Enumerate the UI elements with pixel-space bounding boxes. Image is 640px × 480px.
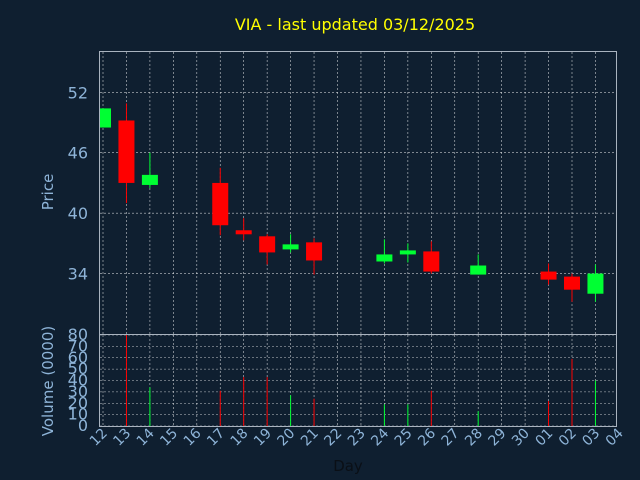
candle-body: [212, 182, 229, 226]
candle-body: [141, 174, 158, 185]
volume-axis-label: Volume (0000): [39, 326, 57, 436]
candle-body: [118, 120, 135, 183]
price-axis-label: Price: [39, 174, 57, 211]
candle-body: [470, 265, 487, 275]
candle-body: [564, 276, 580, 290]
volume-y-tick-label: 0: [78, 416, 88, 435]
candle-body: [587, 273, 604, 294]
volume-y-tick-label: 20: [68, 393, 88, 412]
candle-body: [399, 250, 416, 255]
candle-body: [423, 251, 440, 272]
volume-y-tick-label: 10: [68, 405, 88, 424]
price-y-tick-label: 46: [68, 144, 88, 163]
volume-y-tick-label: 60: [68, 348, 88, 367]
price-y-tick-label: 52: [68, 83, 88, 102]
price-y-ticks: 34 40 46 52: [68, 83, 88, 283]
candle-body: [282, 244, 299, 250]
x-tick-labels: 12 13 14 15 16 17 18 19 20 21 22 23 24 25 26 27 28 29 30 01…: [87, 425, 627, 449]
volume-y-tick-label: 70: [68, 336, 88, 355]
candle-body: [259, 236, 276, 253]
price-y-tick-label: 34: [68, 265, 88, 284]
volume-y-tick-label: 30: [68, 382, 88, 401]
volume-panel-frame: [99, 334, 617, 427]
chart-title: VIA - last updated 03/12/2025: [235, 15, 475, 34]
price-grid: [100, 52, 616, 334]
volume-bars: [125, 335, 596, 426]
candle-body: [376, 254, 393, 262]
volume-y-tick-label: 80: [68, 325, 88, 344]
price-candles: [100, 103, 604, 302]
candle-body: [306, 242, 323, 261]
candle-body: [235, 230, 252, 235]
candle-body: [540, 271, 557, 280]
volume-y-tick-label: 50: [68, 359, 88, 378]
volume-y-tick-label: 40: [68, 371, 88, 390]
candle-body: [100, 108, 111, 128]
x-axis-label: Day: [333, 457, 363, 475]
price-y-tick-label: 40: [68, 204, 88, 223]
